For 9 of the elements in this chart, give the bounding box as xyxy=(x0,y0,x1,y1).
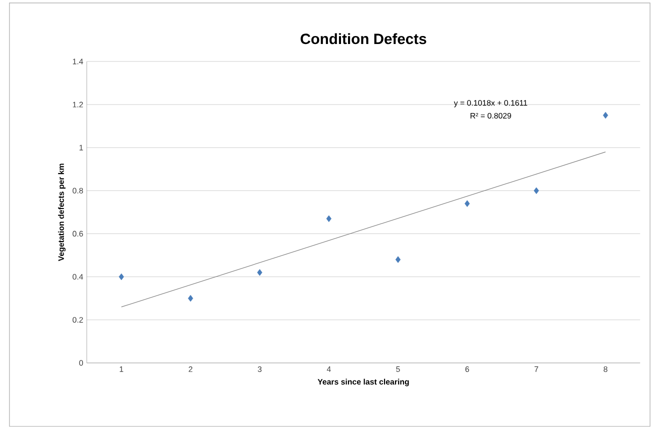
chart-title: Condition Defects xyxy=(300,33,426,44)
point xyxy=(534,187,539,194)
point xyxy=(118,273,124,280)
point xyxy=(257,268,262,276)
point xyxy=(188,294,194,302)
point xyxy=(602,112,608,119)
point xyxy=(395,256,401,263)
point xyxy=(326,215,332,222)
point xyxy=(464,200,470,207)
